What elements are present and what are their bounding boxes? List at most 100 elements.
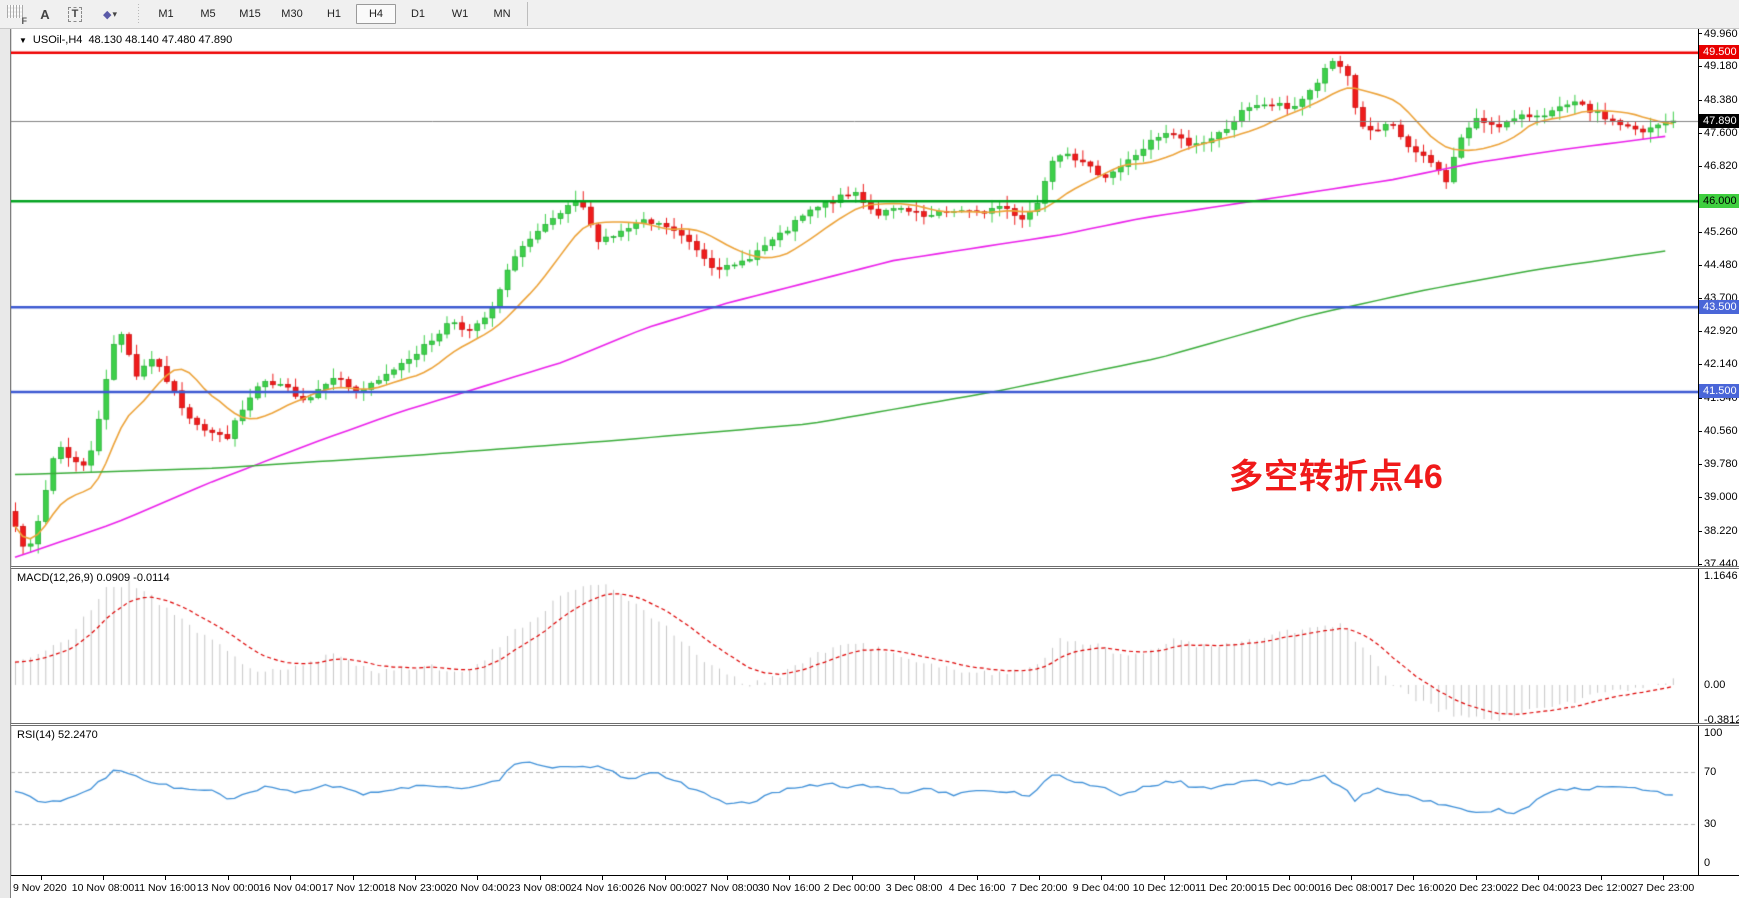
price-level-badge: 47.890 [1699, 114, 1739, 128]
time-tick [852, 876, 853, 880]
text-label-tool-icon[interactable]: A [40, 6, 50, 22]
timeframe-d1-button[interactable]: D1 [410, 8, 426, 20]
timeframe-h1-button[interactable]: H1 [326, 8, 342, 20]
time-tick [41, 876, 42, 880]
time-tick [1226, 876, 1227, 880]
price-tick-label: 45.260 [1704, 226, 1738, 238]
time-tick-label: 27 Dec 23:00 [1631, 882, 1695, 894]
chart-collapse-icon[interactable]: ▼ [19, 35, 27, 45]
macd-chart-canvas[interactable] [11, 569, 1698, 723]
timeframe-m30-button[interactable]: M30 [281, 8, 303, 20]
symbol-timeframe-label: USOil-,H4 [32, 34, 83, 46]
price-level-badge: 46.000 [1699, 194, 1739, 208]
price-tick-label: 49.180 [1704, 60, 1738, 72]
price-tick-label: 49.960 [1704, 28, 1738, 40]
panel-separator[interactable] [11, 566, 1739, 569]
chevron-down-icon: ▾ [112, 8, 117, 19]
time-tick [540, 876, 541, 880]
time-tick [914, 876, 915, 880]
time-tick [1601, 876, 1602, 880]
price-tick-label: 48.380 [1704, 94, 1738, 106]
shapes-tool-icon[interactable]: ◆ ▾ [92, 2, 128, 26]
axis-tick [1699, 166, 1702, 167]
time-tick [1101, 876, 1102, 880]
timeframe-m15-button[interactable]: M15 [239, 8, 261, 20]
toolbar-separator [527, 2, 528, 26]
price-tick-label: 38.220 [1704, 525, 1738, 537]
macd-axis[interactable]: 1.1646 0.00 -0.3812 [1698, 569, 1739, 726]
time-tick [228, 876, 229, 880]
time-tick-label: 9 Nov 2020 [13, 882, 67, 894]
time-tick-label: 13 Nov 00:00 [196, 882, 260, 894]
time-tick-label: 27 Nov 08:00 [695, 882, 759, 894]
time-tick [977, 876, 978, 880]
time-tick-label: 11 Nov 16:00 [134, 882, 196, 894]
time-axis[interactable]: 9 Nov 2020 10 Nov 08:00 11 Nov 16:00 13 Nov… [11, 875, 1739, 898]
time-tick [103, 876, 104, 880]
workspace: ▼ USOil-,H4 48.130 48.140 47.480 47.890 … [0, 29, 1739, 898]
toolbar: F A T ◆ ▾ M1 M5 M15 M30 H1 H4 D1 W1 MN [0, 0, 1739, 29]
rsi-tick-label: 100 [1704, 727, 1723, 739]
axis-tick [1699, 265, 1702, 266]
time-tick-label: 7 Dec 20:00 [1010, 882, 1068, 894]
text-box-tool-icon[interactable]: T [62, 2, 88, 26]
ohlc-values: 48.130 48.140 47.480 47.890 [88, 34, 233, 46]
axis-tick [1699, 564, 1702, 565]
macd-label: MACD(12,26,9) 0.0909 -0.0114 [17, 572, 170, 584]
axis-tick [1699, 531, 1702, 532]
panel-separator[interactable] [11, 723, 1739, 726]
timeframe-mn-button[interactable]: MN [493, 8, 511, 20]
time-tick-label: 20 Nov 04:00 [445, 882, 509, 894]
price-tick-label: 42.920 [1704, 325, 1738, 337]
time-tick [1164, 876, 1165, 880]
axis-tick [1699, 33, 1702, 34]
macd-tick-label: 0.00 [1704, 679, 1726, 691]
time-tick-label: 10 Dec 12:00 [1132, 882, 1196, 894]
time-tick-label: 16 Nov 04:00 [258, 882, 322, 894]
price-level-badge: 43.500 [1699, 300, 1739, 314]
time-tick-label: 11 Dec 20:00 [1195, 882, 1257, 894]
timeframe-h4-button[interactable]: H4 [356, 4, 396, 24]
price-tick-label: 37.440 [1704, 558, 1738, 570]
chart-window: ▼ USOil-,H4 48.130 48.140 47.480 47.890 … [10, 29, 1739, 898]
time-tick [1663, 876, 1664, 880]
price-level-badge: 49.500 [1699, 45, 1739, 59]
time-tick [602, 876, 603, 880]
time-tick [665, 876, 666, 880]
timeframe-w1-button[interactable]: W1 [451, 8, 469, 20]
time-tick [165, 876, 166, 880]
time-tick-label: 18 Nov 23:00 [383, 882, 447, 894]
f-label: F [21, 16, 28, 26]
price-tick-label: 39.780 [1704, 458, 1738, 470]
dotted-grid-icon [7, 5, 23, 18]
time-tick-label: 16 Dec 08:00 [1319, 882, 1383, 894]
time-tick [477, 876, 478, 880]
axis-tick [1699, 364, 1702, 365]
time-tick [1289, 876, 1290, 880]
time-tick [1039, 876, 1040, 880]
price-tick-label: 43.700 [1704, 292, 1738, 304]
axis-tick [1699, 133, 1702, 134]
rsi-panel: RSI(14) 52.2470 100 70 30 0 [11, 726, 1739, 875]
time-tick-label: 9 Dec 04:00 [1072, 882, 1130, 894]
timeframe-m1-button[interactable]: M1 [158, 8, 174, 20]
chart-title[interactable]: ▼ USOil-,H4 48.130 48.140 47.480 47.890 [19, 34, 232, 46]
timeframe-m5-button[interactable]: M5 [200, 8, 216, 20]
rsi-chart-canvas[interactable] [11, 726, 1698, 875]
time-tick-label: 24 Nov 16:00 [570, 882, 634, 894]
toolbar-drag-handle[interactable] [136, 4, 141, 24]
indicator-grid-icon[interactable]: F [4, 3, 28, 26]
axis-tick [1699, 66, 1702, 67]
price-level-badge: 41.500 [1699, 384, 1739, 398]
macd-tick-label: -0.3812 [1704, 714, 1739, 726]
rsi-label: RSI(14) 52.2470 [17, 729, 98, 741]
time-tick [1476, 876, 1477, 880]
price-tick-label: 44.480 [1704, 259, 1738, 271]
rsi-axis[interactable]: 100 70 30 0 [1698, 726, 1739, 875]
time-tick-label: 17 Dec 16:00 [1381, 882, 1445, 894]
price-axis[interactable]: 49.960 49.180 48.380 47.600 46.820 45.260 44.4… [1698, 28, 1739, 570]
price-chart-canvas[interactable] [11, 29, 1698, 566]
time-tick [727, 876, 728, 880]
axis-tick [1699, 497, 1702, 498]
rsi-tick-label: 70 [1704, 766, 1717, 778]
